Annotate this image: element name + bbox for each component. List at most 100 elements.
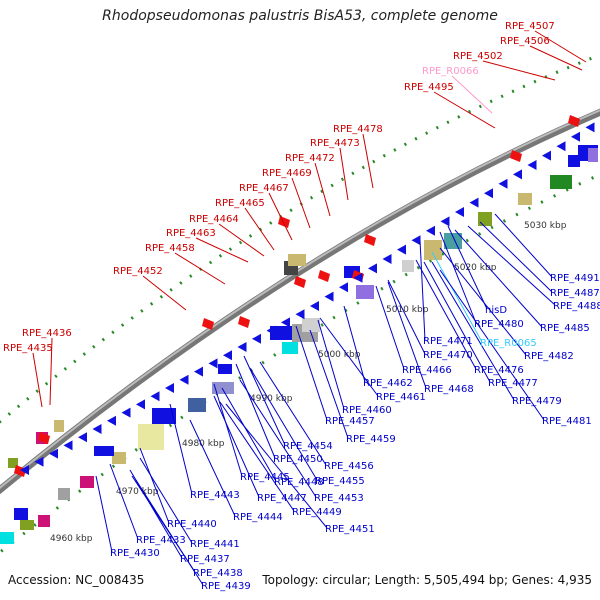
gene-label-reverse[interactable]: RPE_4471 <box>423 336 473 347</box>
reverse-feature-arrow <box>426 225 435 236</box>
gene-label-reverse[interactable]: RPE_4481 <box>542 416 592 427</box>
forward-feature-arrow <box>364 234 376 246</box>
leader-line <box>32 352 43 408</box>
gene-label-reverse[interactable]: RPE_4443 <box>190 490 240 501</box>
gene-label-forward[interactable]: RPE_4469 <box>262 168 312 179</box>
gene-label-reverse[interactable]: RPE_R0065 <box>480 338 537 349</box>
gene-label-reverse[interactable]: RPE_4476 <box>474 365 524 376</box>
leader-line <box>534 30 587 63</box>
leader-line <box>239 379 317 498</box>
leader-lines <box>32 30 587 586</box>
feature-box <box>568 155 580 167</box>
gene-label-forward[interactable]: RPE_4465 <box>215 198 265 209</box>
leader-line <box>439 269 545 421</box>
gene-label-reverse[interactable]: RPE_4477 <box>488 378 538 389</box>
reverse-feature-arrow <box>295 309 305 320</box>
reverse-feature-arrow <box>208 358 218 369</box>
gene-label-forward[interactable]: RPE_4435 <box>3 343 53 354</box>
gene-label-reverse[interactable]: RPE_4433 <box>136 535 186 546</box>
reverse-feature-arrow <box>179 374 189 385</box>
gene-label-reverse[interactable]: RPE_4448 <box>274 477 324 488</box>
gene-label-reverse[interactable]: RPE_4466 <box>402 365 452 376</box>
gene-label-reverse[interactable]: RPE_4457 <box>325 416 375 427</box>
reverse-feature-arrow <box>527 160 537 170</box>
gene-label-reverse[interactable]: RPE_4456 <box>324 461 374 472</box>
gene-label-forward[interactable]: RPE_4436 <box>22 328 72 339</box>
gene-label-forward[interactable]: RPE_4458 <box>145 243 195 254</box>
feature-box <box>80 476 94 488</box>
gene-label-reverse[interactable]: RPE_4437 <box>180 554 230 565</box>
feature-box <box>518 193 532 205</box>
gene-label-reverse[interactable]: RPE_4453 <box>314 493 364 504</box>
gene-label-reverse[interactable]: RPE_4488 <box>553 301 600 312</box>
reverse-feature-arrow <box>121 407 131 418</box>
gene-label-reverse[interactable]: RPE_4485 <box>540 323 590 334</box>
gene-label-reverse[interactable]: RPE_4455 <box>315 476 365 487</box>
forward-feature-arrow <box>294 276 306 288</box>
gene-label-reverse[interactable]: RPE_4461 <box>376 392 426 403</box>
scale-tick-label: 4980 kbp <box>182 439 225 449</box>
gene-label-reverse[interactable]: RPE_4439 <box>201 581 251 592</box>
gene-label-reverse[interactable]: RPE_4491 <box>550 273 600 284</box>
feature-box <box>188 398 206 412</box>
gene-label-forward[interactable]: RPE_4502 <box>453 51 503 62</box>
feature-box <box>478 212 492 226</box>
gene-label-reverse[interactable]: RPE_4445 <box>240 472 290 483</box>
gene-label-forward[interactable]: RPE_4467 <box>239 183 289 194</box>
reverse-feature-arrow <box>571 131 580 142</box>
gene-label-reverse[interactable]: RPE_4444 <box>233 512 283 523</box>
gene-label-reverse[interactable]: RPE_4459 <box>346 434 396 445</box>
leader-line <box>387 281 427 389</box>
gene-labels: RPE_4507 RPE_4506 RPE_4502 RPE_R0066 RPE_449… <box>3 21 600 592</box>
reverse-feature-arrow <box>368 263 377 274</box>
leader-line <box>243 355 286 446</box>
gene-label-reverse[interactable]: RPE_4479 <box>512 396 562 407</box>
gene-label-forward[interactable]: RPE_4452 <box>113 266 163 277</box>
leader-line <box>339 147 349 201</box>
leader-line <box>454 229 543 328</box>
gene-label-forward[interactable]: RPE_4463 <box>166 228 216 239</box>
gene-label-reverse[interactable]: RPE_4449 <box>292 507 342 518</box>
gene-label-forward[interactable]: RPE_4472 <box>285 153 335 164</box>
gene-label-reverse[interactable]: RPE_4487 <box>550 288 600 299</box>
gene-label-reverse[interactable]: RPE_4438 <box>193 568 243 579</box>
gene-label-forward[interactable]: RPE_4464 <box>189 214 239 225</box>
scale-tick-label: 4990 kbp <box>250 394 293 404</box>
feature-box <box>356 285 374 299</box>
leader-line <box>431 261 515 401</box>
leader-line <box>221 387 277 482</box>
gene-label-forward[interactable]: RPE_4506 <box>500 36 550 47</box>
feature-box <box>112 452 126 464</box>
reverse-feature-arrow <box>339 282 348 293</box>
leader-line <box>295 325 328 421</box>
gene-label-forward[interactable]: RPE_4507 <box>505 21 555 32</box>
leader-line <box>109 463 139 540</box>
reverse-feature-arrow <box>556 141 566 152</box>
reverse-feature-arrow <box>194 366 203 377</box>
gene-label-reverse[interactable]: RPE_4447 <box>257 493 307 504</box>
leader-line <box>419 239 426 341</box>
gene-label-forward[interactable]: RPE_R0066 <box>422 66 479 77</box>
gene-label-forward[interactable]: RPE_4473 <box>310 138 360 149</box>
gene-label-forward[interactable]: RPE_4495 <box>404 82 454 93</box>
gene-label-reverse[interactable]: RPE_4441 <box>190 539 240 550</box>
gene-label-reverse[interactable]: RPE_4480 <box>474 319 524 330</box>
feature-box <box>138 424 164 450</box>
leader-line <box>431 251 483 343</box>
gene-label-reverse[interactable]: RPE_4460 <box>342 405 392 416</box>
gene-label-reverse[interactable]: RPE_4430 <box>110 548 160 559</box>
gene-label-reverse[interactable]: RPE_4482 <box>524 351 574 362</box>
gene-label-reverse[interactable]: RPE_4451 <box>325 524 375 535</box>
gene-label-reverse[interactable]: RPE_4462 <box>363 378 413 389</box>
gene-label-reverse[interactable]: RPE_4454 <box>283 441 333 452</box>
gene-label-reverse[interactable]: RPE_4440 <box>167 519 217 530</box>
feature-box <box>14 508 28 520</box>
leader-line <box>439 231 477 324</box>
gene-label-reverse[interactable]: hisD <box>485 305 507 316</box>
gene-label-reverse[interactable]: RPE_4468 <box>424 384 474 395</box>
gene-label-forward[interactable]: RPE_4478 <box>333 124 383 135</box>
leader-line <box>482 60 556 81</box>
gene-label-reverse[interactable]: RPE_4450 <box>273 454 323 465</box>
leader-line <box>387 279 426 355</box>
gene-label-reverse[interactable]: RPE_4470 <box>423 350 473 361</box>
